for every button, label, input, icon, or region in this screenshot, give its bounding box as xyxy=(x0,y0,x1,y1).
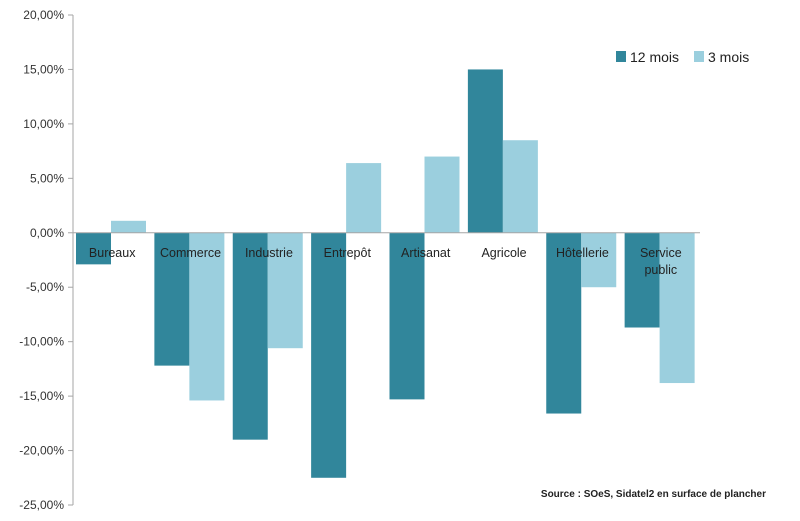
source-note: Source : SOeS, Sidatel2 en surface de pl… xyxy=(541,489,766,500)
y-tick-label: 0,00% xyxy=(30,226,64,240)
bar-series2-4 xyxy=(424,156,460,233)
category-labels: Bureaux Commerce Industrie Entrepôt Artisana… xyxy=(89,246,682,277)
bar-series2-3 xyxy=(346,163,382,233)
category-label: Hôtellerie xyxy=(556,246,609,260)
category-label: Artisanat xyxy=(401,246,451,260)
category-label: Service public xyxy=(640,246,682,277)
bar-series2-0 xyxy=(111,220,146,233)
y-tick-label: -10,00% xyxy=(19,335,64,349)
bar-series2-7 xyxy=(659,232,695,384)
bar-series1-2 xyxy=(232,232,268,440)
y-tick-label: 10,00% xyxy=(23,117,64,131)
y-tick-label: 15,00% xyxy=(23,62,64,76)
legend-swatch xyxy=(694,51,704,62)
bar-series1-7 xyxy=(624,232,660,328)
bar-series1-4 xyxy=(389,232,425,400)
bar-series1-3 xyxy=(311,232,347,478)
bar-series1-5 xyxy=(467,69,503,233)
legend-label: 3 mois xyxy=(708,49,749,65)
category-label: Bureaux xyxy=(89,246,136,260)
y-tick-label: -25,00% xyxy=(19,498,64,512)
bar-series2-5 xyxy=(502,140,538,233)
bar-series1-6 xyxy=(546,232,582,414)
category-label: Entrepôt xyxy=(324,246,372,260)
y-tick-label: 5,00% xyxy=(30,171,64,185)
bar-series2-6 xyxy=(581,232,617,288)
category-label: Agricole xyxy=(481,246,526,260)
category-label: Commerce xyxy=(160,246,221,260)
bar-series1-0 xyxy=(76,232,111,265)
bars-layer xyxy=(76,69,695,478)
legend-label: 12 mois xyxy=(630,49,679,65)
y-tick-label: -20,00% xyxy=(19,444,64,458)
bar-series2-1 xyxy=(189,232,225,401)
y-tick-label: -5,00% xyxy=(26,280,64,294)
y-tick-label: 20,00% xyxy=(23,8,64,22)
legend: 12 mois 3 mois xyxy=(616,49,749,65)
category-label: Industrie xyxy=(245,246,293,260)
y-axis: 20,00% 15,00% 10,00% 5,00% 0,00% -5,00% -10,00… xyxy=(19,8,700,512)
legend-swatch xyxy=(616,51,626,62)
bar-series1-1 xyxy=(154,232,190,366)
y-tick-label: -15,00% xyxy=(19,389,64,403)
bar-series2-2 xyxy=(267,232,303,349)
